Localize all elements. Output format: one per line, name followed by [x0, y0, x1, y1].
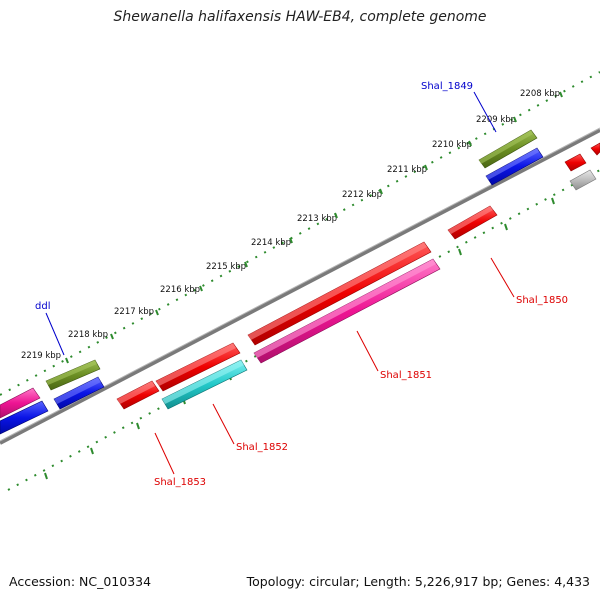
gene-red-medium[interactable]: [155, 342, 241, 392]
inner-dot-line: [7, 169, 600, 491]
kbp-label-2209: 2209 kbp: [476, 115, 516, 125]
inner-tick-track: [7, 169, 600, 491]
kbp-label-2211: 2211 kbp: [387, 165, 427, 175]
label-shal-1850[interactable]: Shal_1850: [516, 295, 568, 306]
gene-shal-1850[interactable]: [447, 205, 498, 240]
leader-ddl: [45, 312, 65, 356]
genome-map: 2208 kbp 2209 kbp 2210 kbp 2211 kbp 2212…: [0, 71, 600, 491]
kbp-label-2218: 2218 kbp: [68, 330, 108, 340]
gene-red-far-right[interactable]: [564, 153, 587, 172]
gene-blue-left-edge[interactable]: [0, 400, 49, 435]
kbp-label-2215: 2215 kbp: [206, 262, 246, 272]
gene-shal-1849[interactable]: [478, 129, 538, 169]
genome-backbone: [0, 128, 600, 445]
label-ddl[interactable]: ddl: [35, 301, 50, 312]
kbp-label-2216: 2216 kbp: [160, 285, 200, 295]
gene-shal-1853[interactable]: [116, 380, 160, 410]
outer-tick-track: [0, 71, 600, 396]
gene-blue-left[interactable]: [53, 376, 105, 410]
gene-shal-1851[interactable]: [253, 258, 441, 364]
kbp-label-2219: 2219 kbp: [21, 351, 61, 361]
kbp-label-2212: 2212 kbp: [342, 190, 382, 200]
genome-title: Shewanella halifaxensis HAW-EB4, complet…: [113, 9, 487, 25]
gene-red-long[interactable]: [247, 241, 432, 346]
topology-text: Topology: circular; Length: 5,226,917 bp…: [246, 574, 590, 589]
kbp-label-2217: 2217 kbp: [114, 307, 154, 317]
gene-gray-right[interactable]: [569, 169, 597, 191]
label-shal-1852[interactable]: Shal_1852: [236, 442, 288, 453]
gene-ddl[interactable]: [45, 359, 101, 391]
leader-shal-1852: [212, 403, 235, 445]
kbp-label-2214: 2214 kbp: [251, 238, 291, 248]
label-shal-1849[interactable]: Shal_1849: [421, 81, 473, 92]
gene-blue-right[interactable]: [485, 147, 544, 186]
leader-shal-1853: [154, 432, 175, 475]
leader-shal-1850: [490, 257, 515, 298]
kbp-label-2210: 2210 kbp: [432, 140, 472, 150]
gene-magenta-left-edge[interactable]: [0, 387, 41, 419]
gene-shal-1852[interactable]: [161, 359, 248, 410]
leader-shal-1849: [473, 91, 497, 133]
kbp-label-2208: 2208 kbp: [520, 89, 560, 99]
kbp-label-2213: 2213 kbp: [297, 214, 337, 224]
label-shal-1853[interactable]: Shal_1853: [154, 477, 206, 488]
leader-shal-1851: [356, 330, 379, 372]
label-shal-1851[interactable]: Shal_1851: [380, 370, 432, 381]
gene-red-edge-right[interactable]: [590, 142, 600, 156]
outer-dot-line: [0, 71, 600, 396]
accession-text: Accession: NC_010334: [9, 574, 152, 589]
outer-major-ticks: [65, 91, 563, 364]
